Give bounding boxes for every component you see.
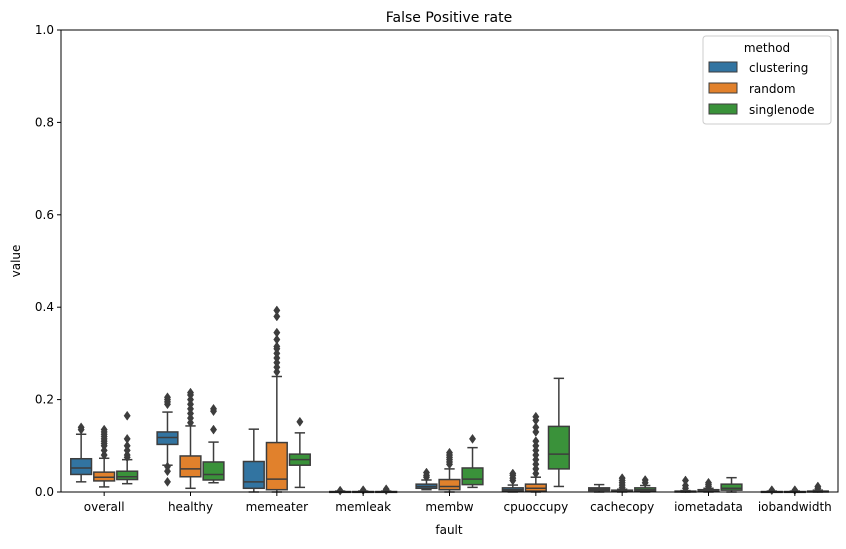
box-iqr	[179, 455, 202, 478]
legend-swatch-clustering	[708, 61, 738, 73]
x-tick-label: overall	[84, 500, 125, 514]
y-tick-label: 0.6	[35, 208, 54, 222]
legend: method clustering random singlenode	[702, 35, 832, 125]
legend-label-singlenode: singlenode	[749, 103, 814, 117]
box-iqr	[242, 460, 265, 490]
box-random-memeater	[265, 305, 288, 493]
box-clustering-cpuoccupy	[501, 468, 524, 493]
box-iqr	[116, 470, 139, 481]
x-tick-label: cachecopy	[590, 500, 654, 514]
box-random-membw	[438, 447, 461, 493]
x-tick-label: cpuoccupy	[503, 500, 568, 514]
box-random-overall	[93, 424, 116, 488]
outlier-point	[532, 422, 540, 433]
box-singlenode-memleak	[375, 484, 398, 496]
legend-box	[702, 35, 832, 125]
x-tick-label: membw	[425, 500, 473, 514]
box-iqr	[720, 483, 743, 491]
box-clustering-memeater	[242, 428, 265, 493]
y-tick-label: 0.8	[35, 115, 54, 129]
outlier-point	[336, 485, 344, 496]
outlier-point	[210, 424, 218, 435]
outlier-point	[768, 485, 776, 496]
chart-title: False Positive rate	[386, 10, 512, 26]
outlier-point	[469, 433, 477, 444]
outlier-point	[422, 467, 430, 478]
outlier-point	[100, 424, 108, 435]
x-tick-label: memleak	[335, 500, 391, 514]
box-singlenode-iobandwidth	[806, 481, 829, 494]
outlier-point	[163, 392, 171, 403]
legend-label-random: random	[749, 82, 796, 96]
legend-swatch-random	[708, 82, 738, 94]
box-iqr	[265, 441, 288, 491]
x-tick-label: healthy	[168, 500, 213, 514]
outlier-point	[532, 436, 540, 447]
outlier-point	[273, 311, 281, 322]
outlier-point	[163, 461, 171, 472]
box-clustering-healthy	[156, 392, 179, 487]
y-tick-label: 1.0	[35, 23, 54, 37]
legend-label-clustering: clustering	[749, 61, 808, 75]
box-clustering-iometadata	[674, 475, 697, 494]
box-clustering-overall	[70, 422, 93, 483]
box-iqr	[547, 425, 570, 470]
box-singlenode-overall	[116, 410, 139, 485]
box-singlenode-healthy	[202, 403, 225, 484]
outlier-point	[532, 411, 540, 422]
x-tick-label: iometadata	[674, 500, 743, 514]
outlier-point	[509, 468, 517, 479]
y-tick-label: 0.0	[35, 485, 54, 499]
box-singlenode-memeater	[288, 416, 311, 489]
box-random-healthy	[179, 387, 202, 490]
legend-swatch-singlenode	[708, 103, 738, 115]
outlier-point	[618, 473, 626, 484]
box-iqr	[461, 467, 484, 486]
outlier-point	[296, 416, 304, 427]
outlier-point	[681, 480, 689, 491]
box-singlenode-iometadata	[720, 476, 743, 493]
y-axis-label: value	[9, 245, 23, 278]
outlier-point	[123, 433, 131, 444]
outlier-point	[445, 447, 454, 458]
outlier-point	[123, 440, 131, 451]
box-random-cpuoccupy	[524, 411, 547, 493]
outlier-point	[681, 475, 689, 486]
y-tick-label: 0.2	[35, 393, 54, 407]
outlier-point	[814, 481, 822, 492]
outlier-point	[273, 327, 281, 338]
box-random-cachecopy	[611, 473, 634, 493]
outlier-point	[382, 484, 390, 495]
outlier-point	[163, 476, 171, 487]
outlier-point	[77, 422, 85, 433]
outlier-point	[186, 387, 195, 398]
box-singlenode-cachecopy	[634, 475, 657, 493]
box-clustering-membw	[415, 467, 438, 491]
outlier-point	[210, 403, 218, 414]
y-tick-label: 0.4	[35, 300, 54, 314]
x-tick-label: memeater	[246, 500, 309, 514]
plot-area: 0.0 0.2 0.4 0.6 0.8 1.0 overall healthy memeater…	[35, 23, 839, 514]
box-clustering-memleak	[329, 485, 352, 496]
outlier-point	[641, 475, 649, 485]
outlier-point	[123, 410, 131, 421]
x-axis-label: fault	[435, 523, 463, 537]
outlier-point	[273, 334, 281, 345]
box-singlenode-membw	[461, 433, 484, 489]
box-random-iometadata	[697, 477, 720, 493]
outlier-point	[704, 477, 713, 488]
box-clustering-iobandwidth	[760, 485, 783, 496]
box-iqr	[438, 478, 461, 491]
outlier-point	[273, 305, 281, 316]
outlier-point	[273, 341, 281, 352]
box-singlenode-cpuoccupy	[547, 377, 570, 488]
box-iqr	[202, 461, 225, 481]
legend-title: method	[744, 41, 790, 55]
x-tick-label: iobandwidth	[758, 500, 832, 514]
box-iqr	[70, 457, 93, 476]
box-clustering-cachecopy	[588, 483, 611, 493]
